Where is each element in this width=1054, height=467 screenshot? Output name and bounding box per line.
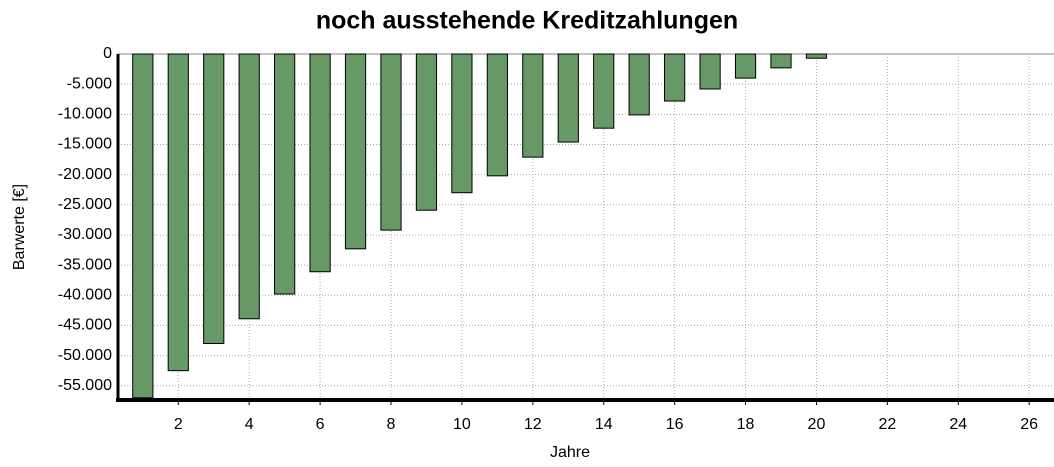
- y-tick-label: -50.000: [58, 347, 112, 364]
- bar: [451, 53, 473, 194]
- bar: [557, 53, 579, 143]
- y-tick-label: -30.000: [58, 226, 112, 243]
- x-tick-label: 4: [245, 416, 254, 433]
- y-tick-label: -40.000: [58, 286, 112, 303]
- chart-title: noch ausstehende Kreditzahlungen: [316, 7, 738, 35]
- bar: [238, 53, 260, 320]
- x-tick-label: 8: [387, 416, 396, 433]
- y-tick-label: -20.000: [58, 166, 112, 183]
- y-tick-label: -25.000: [58, 196, 112, 213]
- bar: [734, 53, 757, 79]
- y-tick-label: -10.000: [58, 106, 112, 123]
- bar: [380, 53, 402, 231]
- x-tick-label: 6: [316, 416, 325, 433]
- bar: [664, 53, 686, 102]
- x-axis-label: Jahre: [550, 444, 590, 461]
- x-tick-label: 22: [878, 416, 896, 433]
- bar: [167, 53, 189, 372]
- x-tick-label: 24: [949, 416, 967, 433]
- bar: [344, 53, 367, 250]
- bar: [274, 53, 296, 295]
- x-tick-label: 16: [666, 416, 684, 433]
- y-tick-label: -55.000: [58, 377, 112, 394]
- bar: [203, 53, 225, 345]
- y-axis-label: Barwerte [€]: [11, 184, 28, 270]
- bar: [415, 53, 438, 211]
- x-tick-label: 26: [1020, 416, 1038, 433]
- x-tick-label: 10: [453, 416, 471, 433]
- y-tick-label: -5.000: [67, 75, 112, 92]
- bar: [309, 53, 331, 273]
- y-tick-label: -35.000: [58, 256, 112, 273]
- bar: [699, 53, 721, 90]
- bar: [805, 53, 828, 59]
- y-tick-label: -45.000: [58, 317, 112, 334]
- x-tick-label: 2: [174, 416, 183, 433]
- y-tick-label: 0: [103, 45, 112, 62]
- x-tick-label: 20: [808, 416, 826, 433]
- x-tick-label: 14: [595, 416, 613, 433]
- bar: [770, 53, 792, 69]
- bar: [593, 53, 615, 129]
- x-tick-label: 12: [524, 416, 542, 433]
- bar: [522, 53, 544, 158]
- y-tick-label: -15.000: [58, 136, 112, 153]
- x-tick-label: 18: [737, 416, 755, 433]
- bar: [132, 53, 154, 399]
- bar: [628, 53, 650, 116]
- bar: [486, 53, 508, 177]
